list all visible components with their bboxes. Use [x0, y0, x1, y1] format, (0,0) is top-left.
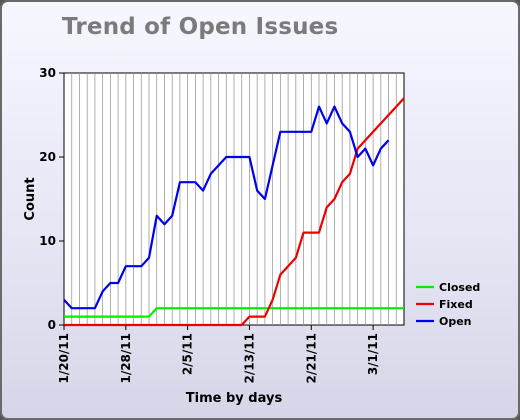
legend: Closed Fixed Open [416, 281, 480, 328]
x-tick-label: 2/21/11 [304, 333, 318, 384]
x-tick-label: 3/1/11 [366, 333, 380, 375]
legend-label: Closed [439, 281, 480, 294]
x-tick-label: 1/28/11 [119, 333, 133, 384]
y-tick-label: 30 [39, 66, 56, 80]
chart-title: Trend of Open Issues [62, 14, 339, 40]
series-line-open [63, 105, 390, 310]
axes: 0 10 20 30 1/20/11 1/28/11 2/5/11 2/13/11 2/21/1… [39, 66, 380, 384]
legend-label: Fixed [439, 298, 473, 311]
series-line-fixed [64, 97, 405, 327]
x-tick-label: 1/20/11 [57, 333, 71, 384]
x-tick-label: 2/5/11 [181, 333, 195, 375]
series-line-closed [64, 307, 404, 318]
x-axis-label: Time by days [186, 391, 283, 406]
series-lines [63, 97, 405, 327]
y-tick-label: 0 [48, 318, 56, 332]
x-tick-label: 2/13/11 [242, 333, 256, 384]
y-tick-label: 10 [39, 234, 56, 248]
y-axis-label: Count [23, 177, 38, 220]
y-tick-label: 20 [39, 150, 56, 164]
legend-label: Open [439, 315, 472, 328]
grid-lines [71, 73, 397, 325]
